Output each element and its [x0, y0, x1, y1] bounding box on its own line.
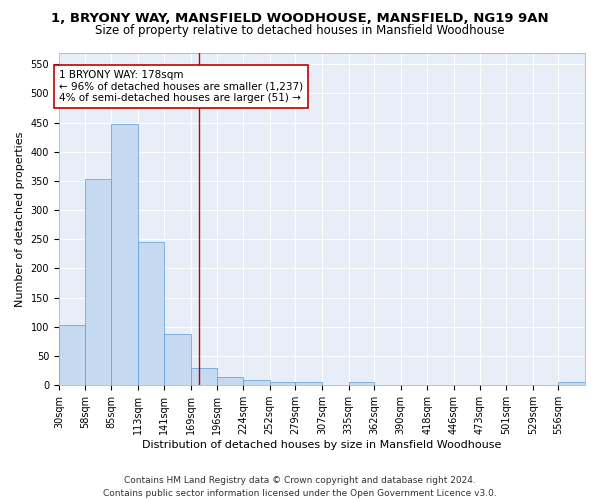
Bar	[191, 368, 217, 385]
Bar	[217, 377, 243, 385]
Text: Contains HM Land Registry data © Crown copyright and database right 2024.
Contai: Contains HM Land Registry data © Crown c…	[103, 476, 497, 498]
Bar	[559, 382, 585, 385]
X-axis label: Distribution of detached houses by size in Mansfield Woodhouse: Distribution of detached houses by size …	[142, 440, 502, 450]
Text: 1, BRYONY WAY, MANSFIELD WOODHOUSE, MANSFIELD, NG19 9AN: 1, BRYONY WAY, MANSFIELD WOODHOUSE, MANS…	[51, 12, 549, 26]
Bar	[243, 380, 270, 385]
Bar	[59, 325, 85, 385]
Bar	[349, 382, 374, 385]
Bar	[138, 242, 164, 385]
Bar	[270, 382, 295, 385]
Bar	[111, 124, 138, 385]
Text: 1 BRYONY WAY: 178sqm
← 96% of detached houses are smaller (1,237)
4% of semi-det: 1 BRYONY WAY: 178sqm ← 96% of detached h…	[59, 70, 303, 103]
Bar	[85, 179, 111, 385]
Text: Size of property relative to detached houses in Mansfield Woodhouse: Size of property relative to detached ho…	[95, 24, 505, 37]
Y-axis label: Number of detached properties: Number of detached properties	[15, 131, 25, 306]
Bar	[295, 382, 322, 385]
Bar	[164, 334, 191, 385]
